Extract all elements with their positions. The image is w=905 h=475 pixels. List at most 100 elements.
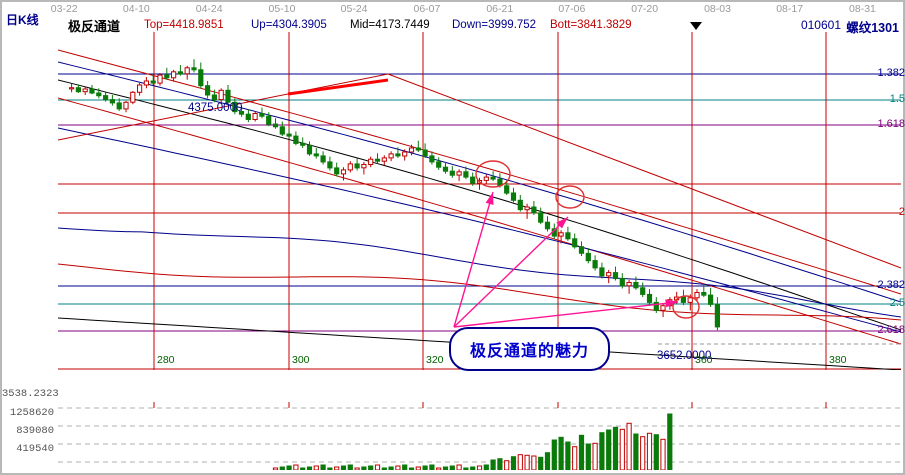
volume-bar [306, 466, 313, 470]
annotation-callout-text: 极反通道的魅力 [469, 341, 589, 360]
volume-bar [429, 464, 435, 470]
volume-bar [524, 454, 530, 470]
date-tick: 06-07 [413, 3, 441, 15]
annotation-callout[interactable]: 极反通道的魅力 [449, 327, 610, 371]
volume-bar [476, 465, 483, 470]
cursor-marker-triangle-icon [690, 22, 702, 30]
volume-bar [293, 464, 299, 470]
highlight-circle [555, 185, 585, 209]
date-tick: 04-24 [195, 3, 223, 15]
date-tick: 08-31 [849, 3, 876, 15]
fib-level-label: 1.618 [877, 118, 905, 130]
volume-bar [626, 422, 632, 470]
price-plot[interactable] [58, 32, 901, 370]
fib-level-label: 2 [898, 206, 905, 218]
date-tick: 05-10 [268, 3, 296, 15]
candle-body [578, 246, 585, 254]
highlight-circle [672, 295, 700, 319]
volume-bar [510, 456, 517, 470]
volume-bar [585, 443, 591, 470]
candle-body [143, 80, 150, 86]
candle-body [436, 161, 442, 168]
volume-bar [619, 428, 625, 470]
candle-body [82, 88, 88, 93]
volume-bar [497, 458, 503, 470]
volume-bar [667, 413, 673, 470]
annotation-arrow-line [453, 191, 494, 328]
candle-body [524, 206, 530, 211]
candle-body [116, 102, 122, 110]
candle-body [89, 88, 95, 94]
volume-bar [504, 460, 510, 470]
candle-body [395, 153, 401, 157]
indicator-value-up: Up=4304.3905 [251, 19, 327, 31]
date-tick: 07-06 [558, 3, 586, 15]
candle-body [69, 87, 75, 90]
indicator-value-down: Down=3999.752 [452, 19, 537, 31]
candle-body [456, 171, 462, 176]
candle-body [340, 169, 347, 175]
candle-body [286, 133, 292, 137]
candle-body [354, 163, 360, 169]
volume-bar [388, 466, 394, 470]
candle-body [653, 301, 659, 311]
volume-bar [633, 433, 639, 470]
channel-band-lines [58, 49, 901, 370]
candle-body [75, 87, 81, 93]
candle-body [531, 206, 537, 214]
candle-body [109, 99, 115, 104]
candle-body [232, 101, 238, 113]
candle-body [565, 232, 571, 240]
volume-bar [544, 452, 551, 470]
candle-body [177, 71, 184, 75]
candle-body [599, 267, 605, 277]
candle-body [694, 292, 700, 299]
drawn-trendline [387, 73, 901, 269]
volume-axis-label: 419540 [16, 443, 54, 455]
channel-band-line [58, 61, 901, 303]
volume-bar [327, 467, 333, 470]
candle-body [381, 157, 387, 162]
candle-body [558, 232, 564, 237]
fib-level-label: 1.5 [889, 93, 905, 105]
volume-bar [436, 467, 442, 470]
candle-body [218, 89, 224, 101]
candle-body [429, 155, 435, 163]
volume-bar [483, 464, 489, 470]
candle-body [408, 147, 415, 153]
indicator-value-bott: Bott=3841.3829 [550, 19, 632, 31]
candle-body [164, 74, 170, 79]
volume-axis-label: 1258620 [9, 407, 54, 419]
right-axis-fib-labels: 1.382 1.5 1.618 2 2.382 2.5 2.618 [857, 32, 905, 370]
instrument-code: 010601 [800, 18, 841, 32]
candle-body [259, 113, 265, 117]
x-index-label: 320 [426, 354, 444, 366]
volume-bar [640, 436, 646, 470]
channel-band-line [58, 79, 901, 331]
candlestick-series [69, 59, 720, 331]
volume-bar [490, 459, 496, 470]
candle-body [334, 167, 340, 175]
candle-body [96, 92, 102, 97]
candle-body [130, 91, 136, 103]
candle-body [327, 161, 333, 169]
x-index-label: 280 [157, 354, 175, 366]
volume-bar [334, 466, 340, 470]
volume-bar [300, 467, 306, 470]
candle-body [470, 176, 476, 184]
channel-band-line [58, 227, 901, 318]
candle-body [198, 69, 204, 87]
candle-body [150, 80, 156, 84]
candle-body [211, 94, 218, 101]
volume-bar [368, 465, 374, 470]
volume-bar [572, 446, 578, 470]
volume-bar [272, 467, 279, 470]
price-plot-svg [58, 32, 901, 370]
indicator-value-mid: Mid=4173.7449 [350, 19, 430, 31]
volume-panel[interactable] [58, 402, 901, 470]
volume-bar [538, 456, 544, 470]
volume-bar [517, 454, 523, 470]
candle-body [490, 176, 496, 180]
candle-body [272, 123, 279, 128]
